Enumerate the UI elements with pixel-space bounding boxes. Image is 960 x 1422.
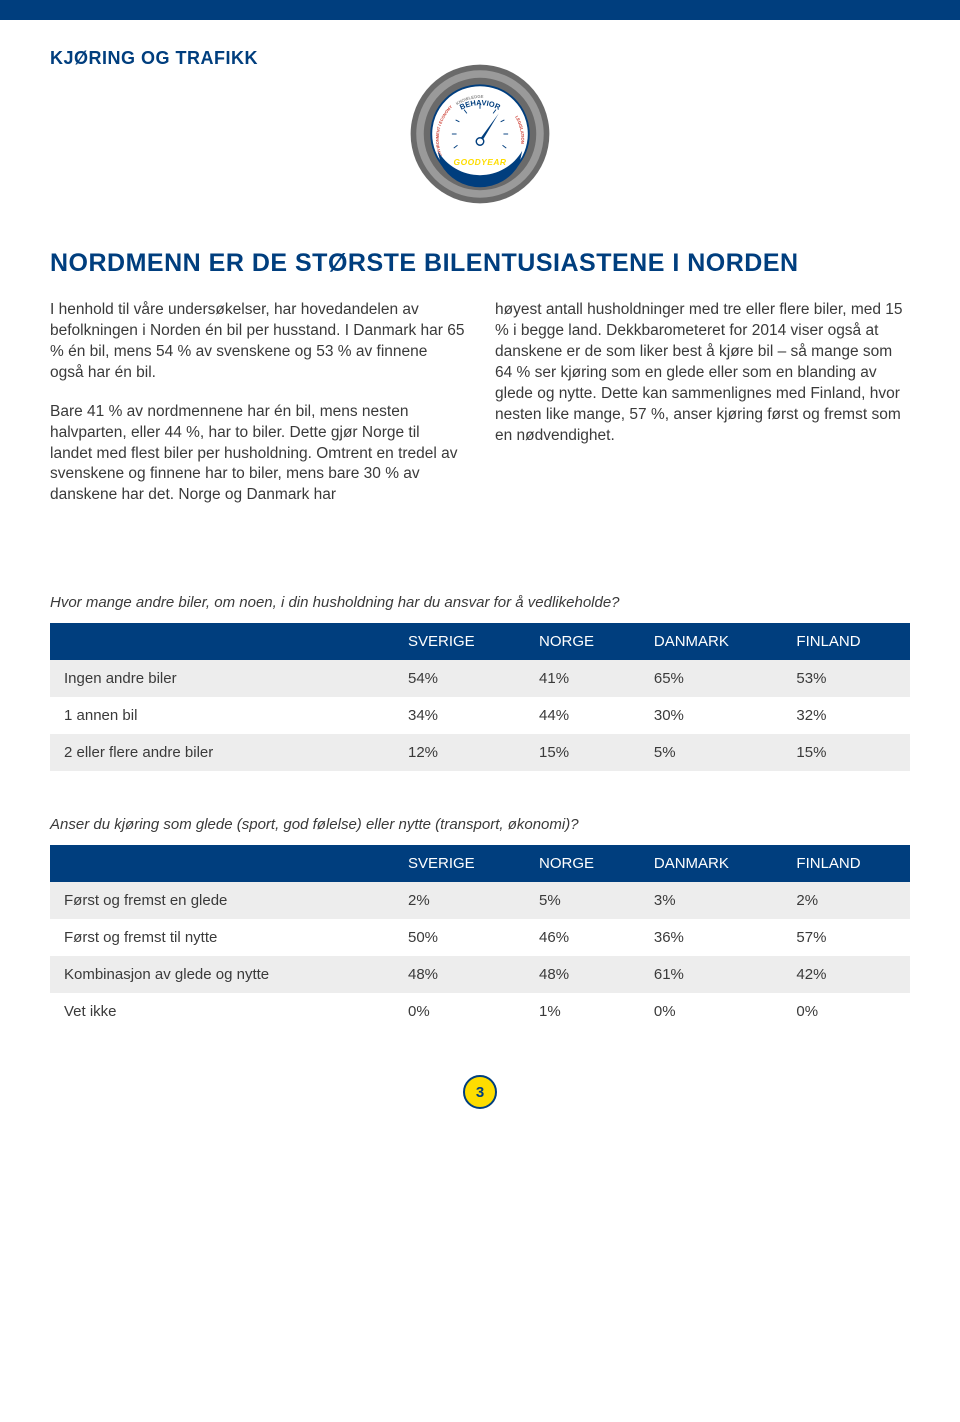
question1-table: SVERIGE NORGE DANMARK FINLAND Ingen andr…	[50, 623, 910, 771]
row-cell: 44%	[525, 697, 640, 734]
row-cell: 15%	[782, 734, 910, 771]
table-row: 1 annen bil34%44%30%32%	[50, 697, 910, 734]
body-para: høyest antall husholdninger med tre elle…	[495, 300, 910, 446]
table-header: DANMARK	[640, 623, 783, 660]
row-cell: 34%	[394, 697, 525, 734]
table-row: Først og fremst til nytte50%46%36%57%	[50, 919, 910, 956]
row-cell: 41%	[525, 660, 640, 697]
row-label: Vet ikke	[50, 993, 394, 1030]
table-header: FINLAND	[782, 845, 910, 882]
row-cell: 2%	[782, 882, 910, 919]
row-cell: 50%	[394, 919, 525, 956]
gauge-icon: BEHAVIOR ENVIRONMENT / ECONOMY KNOWLEDGE…	[405, 59, 555, 209]
row-label: Først og fremst en glede	[50, 882, 394, 919]
table-header	[50, 623, 394, 660]
table-row: Vet ikke0%1%0%0%	[50, 993, 910, 1030]
row-cell: 48%	[394, 956, 525, 993]
row-cell: 48%	[525, 956, 640, 993]
table-header: NORGE	[525, 623, 640, 660]
row-cell: 5%	[525, 882, 640, 919]
row-cell: 54%	[394, 660, 525, 697]
footer: 3	[50, 1075, 910, 1109]
row-label: Ingen andre biler	[50, 660, 394, 697]
top-bar	[0, 0, 960, 20]
table-row: 2 eller flere andre biler12%15%5%15%	[50, 734, 910, 771]
row-cell: 12%	[394, 734, 525, 771]
table-row: Kombinasjon av glede og nytte48%48%61%42…	[50, 956, 910, 993]
headline: NORDMENN ER DE STØRSTE BILENTUSIASTENE I…	[50, 249, 910, 278]
body-columns: I henhold til våre undersøkelser, har ho…	[50, 300, 910, 524]
question2-label: Anser du kjøring som glede (sport, god f…	[50, 816, 910, 833]
row-cell: 36%	[640, 919, 783, 956]
row-cell: 0%	[394, 993, 525, 1030]
row-cell: 30%	[640, 697, 783, 734]
row-cell: 61%	[640, 956, 783, 993]
table-header-row: SVERIGE NORGE DANMARK FINLAND	[50, 845, 910, 882]
body-col-left: I henhold til våre undersøkelser, har ho…	[50, 300, 465, 524]
body-col-right: høyest antall husholdninger med tre elle…	[495, 300, 910, 524]
row-cell: 2%	[394, 882, 525, 919]
table-header	[50, 845, 394, 882]
question1-label: Hvor mange andre biler, om noen, i din h…	[50, 594, 910, 611]
row-cell: 53%	[782, 660, 910, 697]
table-header: FINLAND	[782, 623, 910, 660]
row-cell: 0%	[640, 993, 783, 1030]
body-para: Bare 41 % av nordmennene har én bil, men…	[50, 402, 465, 507]
row-label: Kombinasjon av glede og nytte	[50, 956, 394, 993]
page-content: KJØRING OG TRAFIKK BEHAVIOR ENVIRONMENT …	[0, 20, 960, 1149]
table-row: Ingen andre biler54%41%65%53%	[50, 660, 910, 697]
table-header: NORGE	[525, 845, 640, 882]
row-cell: 57%	[782, 919, 910, 956]
row-cell: 5%	[640, 734, 783, 771]
row-cell: 15%	[525, 734, 640, 771]
body-para: I henhold til våre undersøkelser, har ho…	[50, 300, 465, 384]
page-number: 3	[463, 1075, 497, 1109]
row-cell: 42%	[782, 956, 910, 993]
row-cell: 65%	[640, 660, 783, 697]
table-header: SVERIGE	[394, 845, 525, 882]
table-row: Først og fremst en glede2%5%3%2%	[50, 882, 910, 919]
question2-table: SVERIGE NORGE DANMARK FINLAND Først og f…	[50, 845, 910, 1030]
row-cell: 32%	[782, 697, 910, 734]
gauge-brand-text: GOODYEAR	[454, 157, 507, 167]
row-cell: 46%	[525, 919, 640, 956]
gauge-container: BEHAVIOR ENVIRONMENT / ECONOMY KNOWLEDGE…	[50, 59, 910, 209]
row-cell: 3%	[640, 882, 783, 919]
table-header-row: SVERIGE NORGE DANMARK FINLAND	[50, 623, 910, 660]
row-label: 1 annen bil	[50, 697, 394, 734]
table-header: SVERIGE	[394, 623, 525, 660]
row-label: 2 eller flere andre biler	[50, 734, 394, 771]
row-cell: 0%	[782, 993, 910, 1030]
table-header: DANMARK	[640, 845, 783, 882]
row-cell: 1%	[525, 993, 640, 1030]
row-label: Først og fremst til nytte	[50, 919, 394, 956]
